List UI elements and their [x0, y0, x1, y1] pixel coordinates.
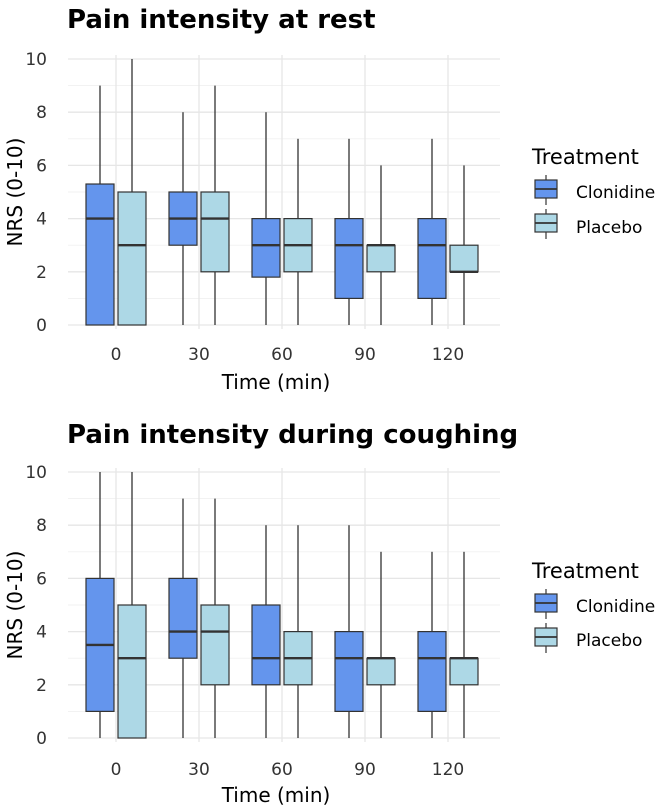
- y-tick-label: 2: [36, 676, 47, 696]
- boxplot-placebo-90: [366, 551, 396, 738]
- boxplot-clonidine-30: [168, 112, 198, 325]
- legend-label-placebo: Placebo: [576, 218, 642, 238]
- panel-title: Pain intensity during coughing: [67, 420, 518, 450]
- x-tick-label: 90: [354, 345, 376, 365]
- boxplot-placebo-30: [200, 85, 230, 325]
- boxplot-clonidine-120: [417, 551, 447, 738]
- y-tick-label: 4: [36, 210, 47, 230]
- box: [200, 191, 230, 273]
- panel-title: Pain intensity at rest: [67, 5, 376, 35]
- x-tick-label: 0: [111, 760, 122, 780]
- boxplot-clonidine-60: [251, 525, 281, 738]
- y-tick-label: 6: [36, 156, 47, 176]
- boxplot-clonidine-90: [334, 525, 364, 738]
- legend-key-placebo: [534, 623, 558, 653]
- x-tick-label: 0: [111, 345, 122, 365]
- legend-label-placebo: Placebo: [576, 631, 642, 651]
- boxplot-placebo-30: [200, 498, 230, 738]
- x-axis-label: Time (min): [221, 370, 331, 394]
- legend-title: Treatment: [531, 145, 639, 169]
- series-clonidine: [85, 85, 447, 326]
- legend-key-clonidine: [534, 589, 558, 619]
- series-clonidine: [85, 472, 447, 738]
- boxplot-clonidine-120: [417, 138, 447, 325]
- boxplot-placebo-60: [283, 525, 313, 738]
- y-tick-label: 0: [36, 729, 47, 749]
- x-tick-label: 30: [188, 760, 210, 780]
- box: [334, 630, 364, 712]
- y-tick-label: 8: [36, 103, 47, 123]
- legend-key-placebo: [534, 209, 558, 239]
- box: [449, 657, 479, 686]
- boxplot-clonidine-0: [85, 85, 115, 326]
- boxplot-clonidine-30: [168, 498, 198, 738]
- legend-label-clonidine: Clonidine: [576, 597, 655, 617]
- y-tick-label: 8: [36, 516, 47, 536]
- box: [334, 218, 364, 300]
- x-tick-label: 30: [188, 345, 210, 365]
- boxplot-placebo-0: [117, 59, 147, 326]
- box: [366, 657, 396, 686]
- box: [168, 577, 198, 659]
- box: [251, 604, 281, 686]
- y-tick-label: 10: [25, 463, 47, 483]
- legend-key-clonidine: [534, 175, 558, 205]
- series-placebo: [117, 472, 479, 739]
- series-placebo: [117, 59, 479, 326]
- box: [417, 218, 447, 300]
- y-axis-label: NRS (0-10): [3, 138, 27, 247]
- box: [251, 218, 281, 278]
- box: [85, 183, 115, 326]
- y-tick-label: 6: [36, 569, 47, 589]
- box: [117, 604, 147, 739]
- boxplot-placebo-120: [449, 165, 479, 325]
- boxplot-placebo-60: [283, 138, 313, 325]
- x-axis-label: Time (min): [221, 783, 331, 807]
- y-tick-label: 2: [36, 263, 47, 283]
- box: [449, 244, 479, 273]
- y-tick-label: 10: [25, 50, 47, 70]
- legend-label-clonidine: Clonidine: [576, 183, 655, 203]
- box: [200, 604, 230, 686]
- x-tick-label: 120: [432, 345, 464, 365]
- x-tick-label: 90: [354, 760, 376, 780]
- panel-coughing: Pain intensity during coughing NRS (0-10…: [3, 420, 655, 807]
- y-tick-label: 0: [36, 316, 47, 336]
- box: [117, 191, 147, 326]
- box: [366, 244, 396, 273]
- boxplot-clonidine-60: [251, 112, 281, 325]
- legend-title: Treatment: [531, 559, 639, 583]
- boxplot-placebo-90: [366, 165, 396, 325]
- panel-rest: Pain intensity at rest NRS (0-10) Time (…: [3, 5, 655, 394]
- boxplot-placebo-120: [449, 551, 479, 738]
- boxplot-clonidine-0: [85, 472, 115, 738]
- x-tick-label: 120: [432, 760, 464, 780]
- box: [417, 630, 447, 712]
- boxplot-clonidine-90: [334, 138, 364, 325]
- y-axis-label: NRS (0-10): [3, 551, 27, 660]
- boxplot-placebo-0: [117, 472, 147, 739]
- x-tick-label: 60: [271, 760, 293, 780]
- y-tick-label: 4: [36, 623, 47, 643]
- x-tick-label: 60: [271, 345, 293, 365]
